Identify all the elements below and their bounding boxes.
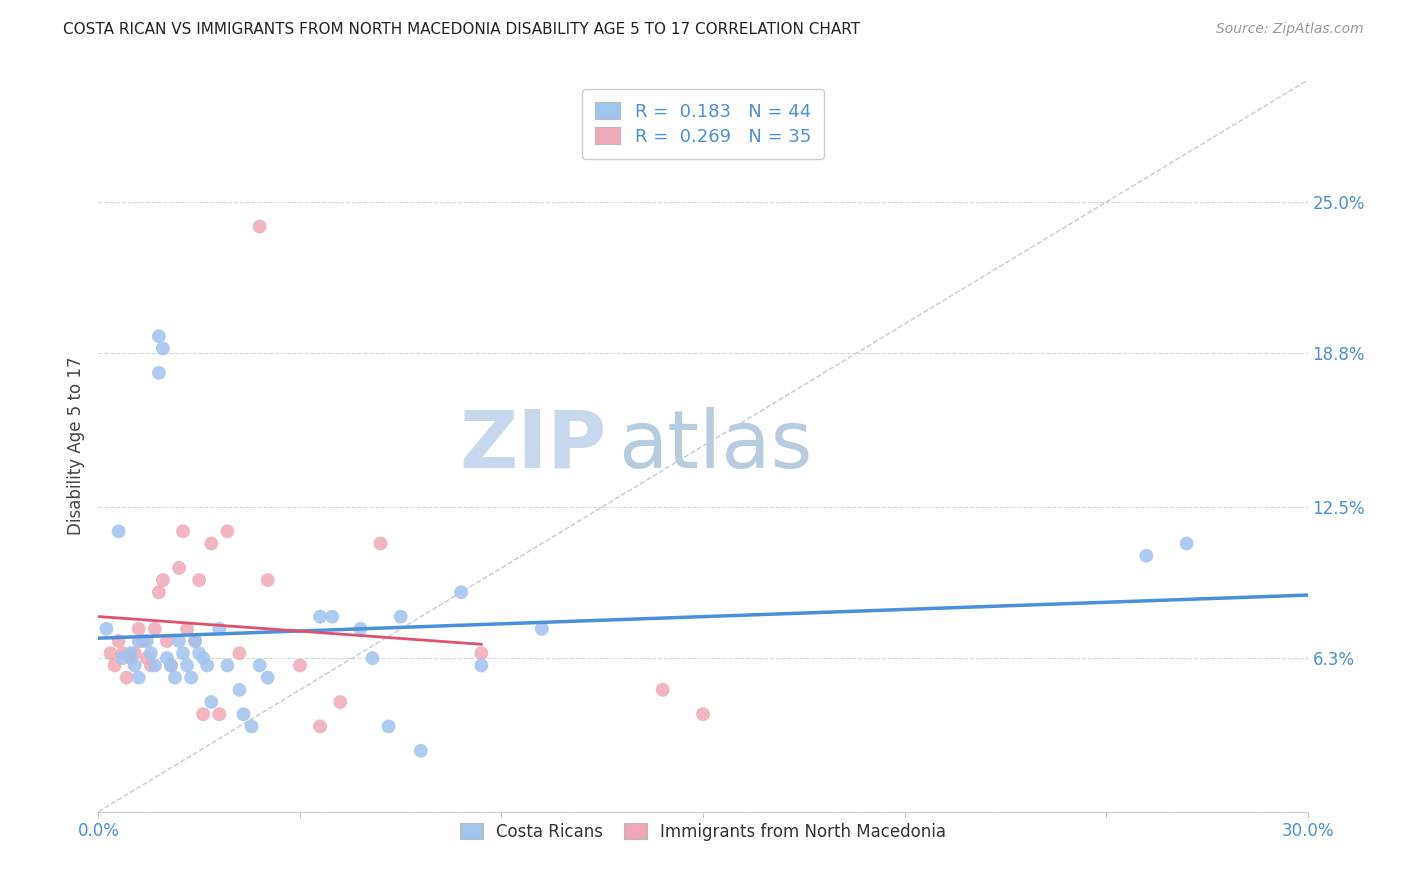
Point: [152, 342, 174, 356]
Point: [143, 622, 166, 636]
Point: [111, 651, 134, 665]
Point: [249, 658, 271, 673]
Point: [167, 634, 190, 648]
Point: [120, 646, 142, 660]
Point: [692, 707, 714, 722]
Point: [135, 634, 157, 648]
Point: [143, 658, 166, 673]
Point: [217, 658, 239, 673]
Point: [172, 524, 194, 539]
Point: [200, 536, 222, 550]
Text: atlas: atlas: [619, 407, 813, 485]
Point: [176, 622, 198, 636]
Point: [120, 651, 142, 665]
Point: [288, 658, 311, 673]
Point: [180, 671, 202, 685]
Point: [139, 646, 162, 660]
Point: [163, 671, 186, 685]
Point: [193, 707, 215, 722]
Point: [256, 573, 278, 587]
Point: [100, 646, 122, 660]
Point: [470, 646, 492, 660]
Point: [167, 561, 190, 575]
Point: [128, 634, 150, 648]
Point: [124, 646, 146, 660]
Point: [530, 622, 553, 636]
Point: [96, 622, 118, 636]
Point: [377, 719, 399, 733]
Point: [107, 634, 129, 648]
Point: [450, 585, 472, 599]
Point: [193, 651, 215, 665]
Point: [152, 573, 174, 587]
Point: [200, 695, 222, 709]
Point: [188, 573, 211, 587]
Point: [115, 671, 138, 685]
Point: [309, 719, 332, 733]
Point: [1175, 536, 1198, 550]
Point: [208, 707, 231, 722]
Point: [208, 622, 231, 636]
Point: [651, 682, 673, 697]
Legend: Costa Ricans, Immigrants from North Macedonia: Costa Ricans, Immigrants from North Mace…: [453, 816, 953, 847]
Point: [228, 682, 250, 697]
Point: [111, 646, 134, 660]
Point: [128, 671, 150, 685]
Point: [470, 658, 492, 673]
Point: [232, 707, 254, 722]
Point: [1135, 549, 1157, 563]
Point: [184, 634, 207, 648]
Text: ZIP: ZIP: [458, 407, 606, 485]
Point: [370, 536, 392, 550]
Point: [309, 609, 332, 624]
Point: [188, 646, 211, 660]
Point: [361, 651, 384, 665]
Point: [132, 634, 155, 648]
Point: [228, 646, 250, 660]
Point: [160, 658, 183, 673]
Point: [389, 609, 412, 624]
Point: [124, 658, 146, 673]
Point: [148, 329, 170, 343]
Text: COSTA RICAN VS IMMIGRANTS FROM NORTH MACEDONIA DISABILITY AGE 5 TO 17 CORRELATIO: COSTA RICAN VS IMMIGRANTS FROM NORTH MAC…: [63, 22, 860, 37]
Point: [107, 524, 129, 539]
Point: [321, 609, 343, 624]
Point: [128, 622, 150, 636]
Point: [217, 524, 239, 539]
Point: [172, 646, 194, 660]
Point: [160, 658, 183, 673]
Point: [176, 658, 198, 673]
Point: [195, 658, 218, 673]
Point: [135, 651, 157, 665]
Point: [256, 671, 278, 685]
Text: Source: ZipAtlas.com: Source: ZipAtlas.com: [1216, 22, 1364, 37]
Point: [103, 658, 125, 673]
Point: [156, 651, 179, 665]
Point: [249, 219, 271, 234]
Point: [329, 695, 352, 709]
Point: [349, 622, 371, 636]
Y-axis label: Disability Age 5 to 17: Disability Age 5 to 17: [66, 357, 84, 535]
Point: [240, 719, 263, 733]
Point: [148, 585, 170, 599]
Point: [156, 634, 179, 648]
Point: [409, 744, 432, 758]
Point: [148, 366, 170, 380]
Point: [184, 634, 207, 648]
Point: [139, 658, 162, 673]
